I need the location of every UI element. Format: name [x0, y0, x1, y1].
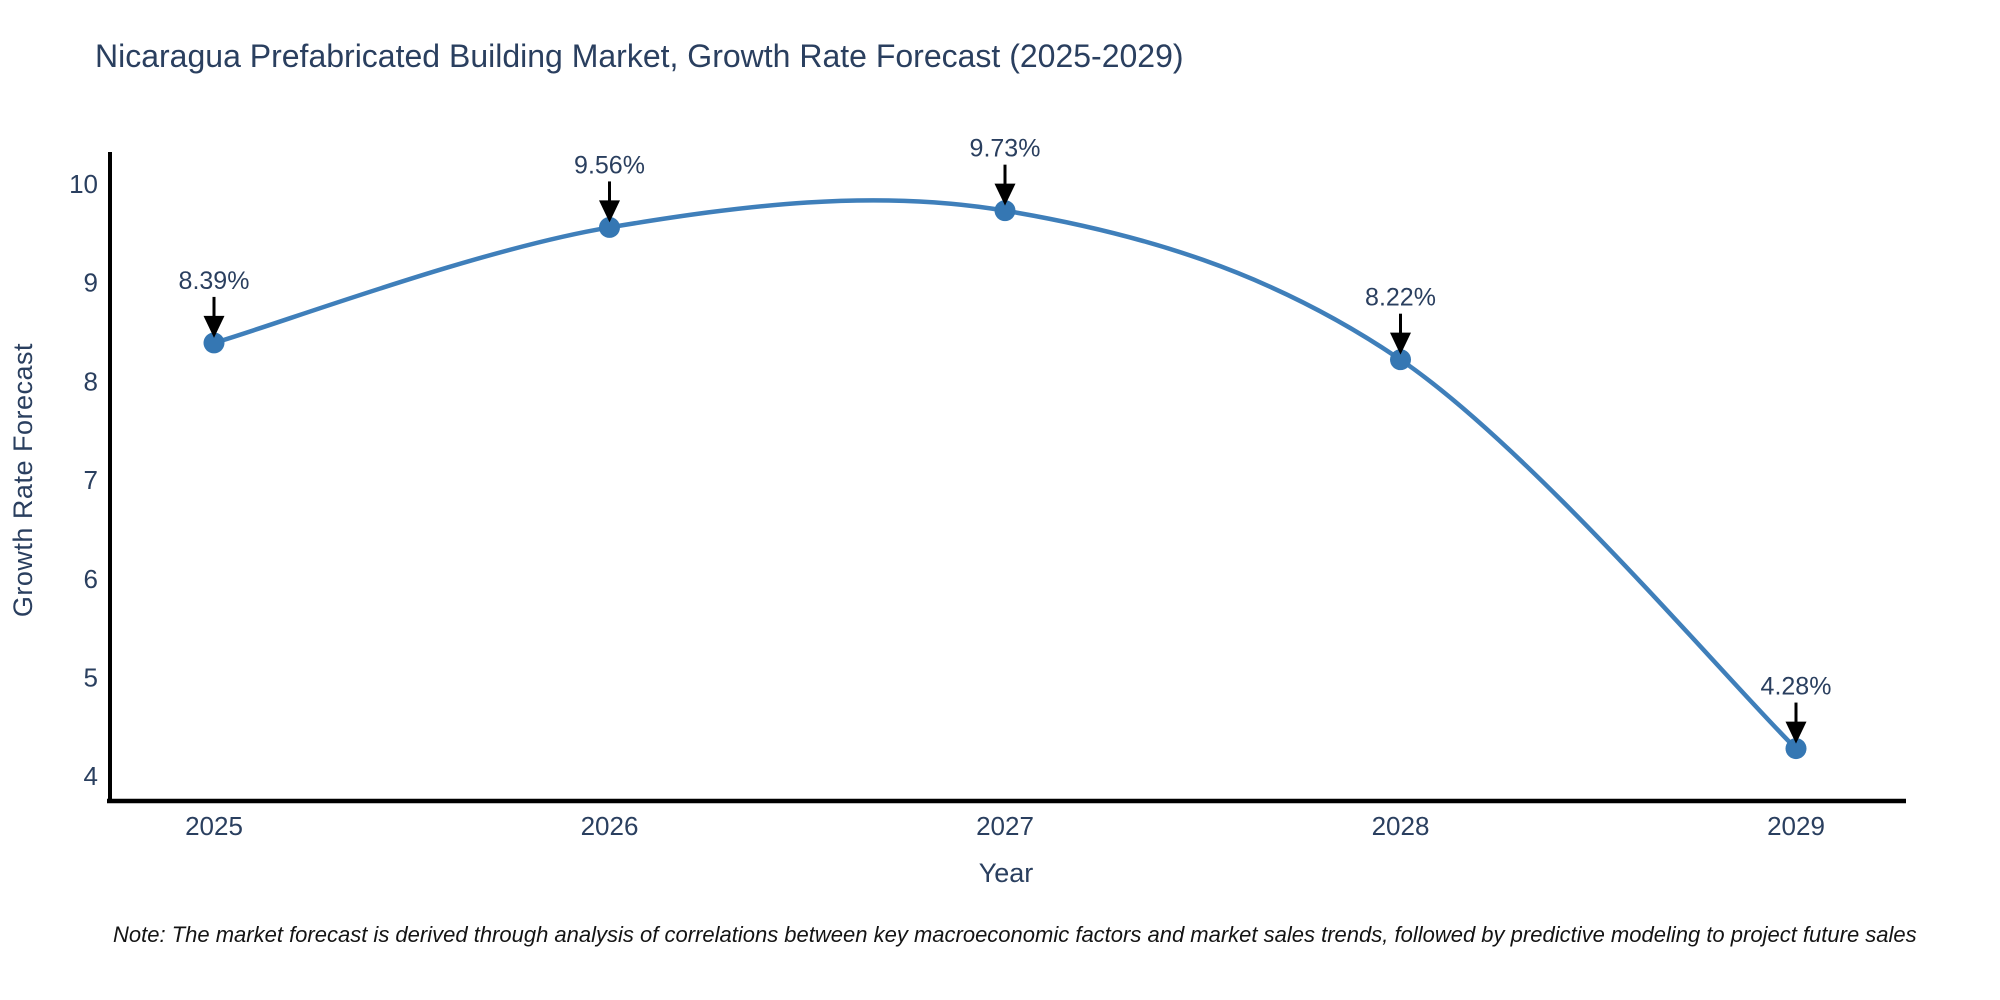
annotation-label: 8.39% — [179, 267, 250, 295]
y-tick-label: 6 — [84, 564, 98, 594]
trend-line — [211, 198, 1799, 751]
annotation-arrow-head — [994, 183, 1016, 206]
x-tick-label: 2029 — [1767, 811, 1825, 841]
y-tick-label: 4 — [84, 761, 98, 791]
y-axis-title: Growth Rate Forecast — [8, 342, 38, 618]
y-tick-label: 5 — [84, 663, 98, 693]
y-tick-label: 10 — [69, 169, 98, 199]
annotation-label: 8.22% — [1365, 284, 1436, 312]
x-tick-label: 2026 — [581, 811, 639, 841]
y-tick-label: 9 — [84, 268, 98, 298]
data-point-marker — [203, 332, 225, 354]
x-tick-label: 2027 — [976, 811, 1034, 841]
annotation-arrow-head — [1785, 721, 1807, 744]
data-point-marker — [1785, 738, 1807, 760]
x-tick-label: 2028 — [1372, 811, 1430, 841]
annotation-label: 9.73% — [970, 135, 1041, 163]
chart-title: Nicaragua Prefabricated Building Market,… — [95, 38, 1184, 74]
y-tick-label: 7 — [84, 465, 98, 495]
y-axis-title-wrap: Growth Rate Forecast — [8, 184, 39, 776]
data-point-marker — [599, 216, 620, 238]
y-tick-label: 8 — [84, 366, 98, 396]
annotation-label: 9.56% — [574, 151, 645, 179]
x-axis-title: Year — [978, 858, 1034, 888]
footnote: Note: The market forecast is derived thr… — [113, 922, 1917, 947]
annotation-arrow-head — [1390, 332, 1411, 355]
data-point-marker — [1390, 349, 1411, 371]
annotation-arrow-head — [599, 200, 620, 223]
x-tick-label: 2025 — [185, 811, 243, 841]
annotation-arrow-head — [203, 315, 225, 338]
data-point-marker — [994, 200, 1016, 222]
annotation-label: 4.28% — [1761, 673, 1832, 701]
